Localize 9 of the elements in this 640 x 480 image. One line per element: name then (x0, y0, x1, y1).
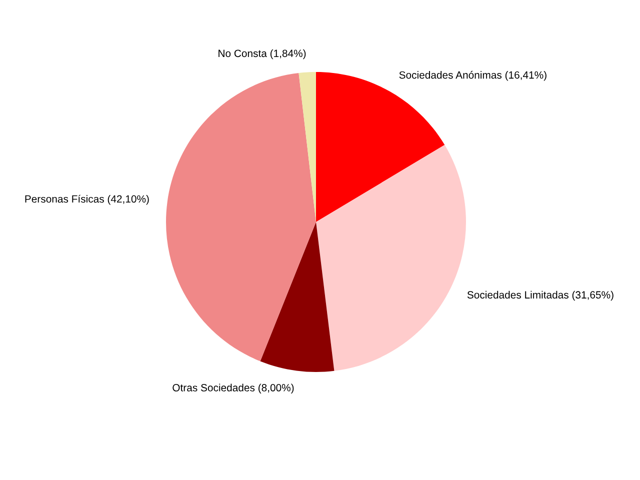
pie-slice (298, 72, 316, 222)
pie-slice (260, 222, 334, 372)
slice-label: Otras Sociedades (8,00%) (172, 384, 294, 394)
slice-label: Sociedades Limitadas (31,65%) (467, 290, 614, 301)
slice-label: No Consta (1,84%) (218, 49, 306, 60)
slice-label: Personas Físicas (42,10%) (25, 194, 149, 205)
slice-label: Sociedades Anónimas (16,41%) (399, 70, 546, 81)
pie-slice (166, 73, 316, 362)
pie-slice (316, 144, 466, 371)
